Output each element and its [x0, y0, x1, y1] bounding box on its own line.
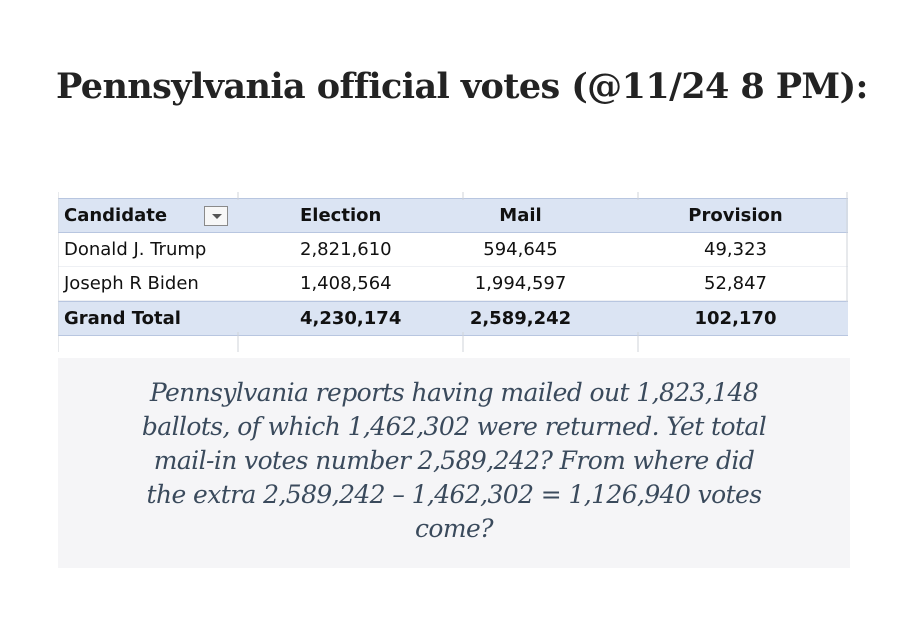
total-provision: 102,170 [694, 308, 777, 329]
total-mail: 2,589,242 [469, 308, 572, 329]
cell-provision: 49,323 [704, 239, 767, 260]
table-row: Joseph R Biden 1,408,564 1,994,597 52,84… [58, 267, 848, 301]
cell-provision: 52,847 [704, 273, 767, 294]
table-row: Donald J. Trump 2,821,610 594,645 49,323 [58, 233, 848, 267]
total-label: Grand Total [64, 308, 181, 329]
cell-election: 1,408,564 [300, 273, 392, 294]
total-election: 4,230,174 [300, 308, 402, 329]
header-candidate[interactable]: Candidate [58, 205, 238, 226]
cell-mail: 1,994,597 [474, 273, 567, 294]
cell-mail: 594,645 [483, 239, 558, 260]
quote-line: Pennsylvania reports having mailed out 1… [149, 378, 759, 407]
filter-dropdown-icon[interactable] [204, 205, 228, 226]
cell-candidate: Donald J. Trump [64, 239, 207, 260]
cell-candidate: Joseph R Biden [64, 273, 199, 294]
quote-line: ballots, of which 1,462,302 were returne… [141, 412, 767, 441]
quote-line: mail-in votes number 2,589,242? From whe… [153, 446, 755, 475]
vote-table: Candidate Election Mail Provision Donald… [58, 198, 848, 336]
header-mail: Mail [499, 205, 542, 226]
cell-election: 2,821,610 [300, 239, 392, 260]
header-candidate-label: Candidate [64, 205, 168, 226]
header-election: Election [300, 205, 382, 226]
quote-line: come? [415, 514, 494, 543]
page-title: Pennsylvania official votes (@11/24 8 PM… [56, 66, 868, 107]
table-total-row: Grand Total 4,230,174 2,589,242 102,170 [58, 301, 848, 336]
quote-box: Pennsylvania reports having mailed out 1… [58, 358, 850, 568]
quote-line: the extra 2,589,242 – 1,462,302 = 1,126,… [146, 480, 763, 509]
quote-text: Pennsylvania reports having mailed out 1… [58, 376, 850, 546]
header-provision: Provision [688, 205, 783, 226]
table-header-row: Candidate Election Mail Provision [58, 198, 848, 233]
